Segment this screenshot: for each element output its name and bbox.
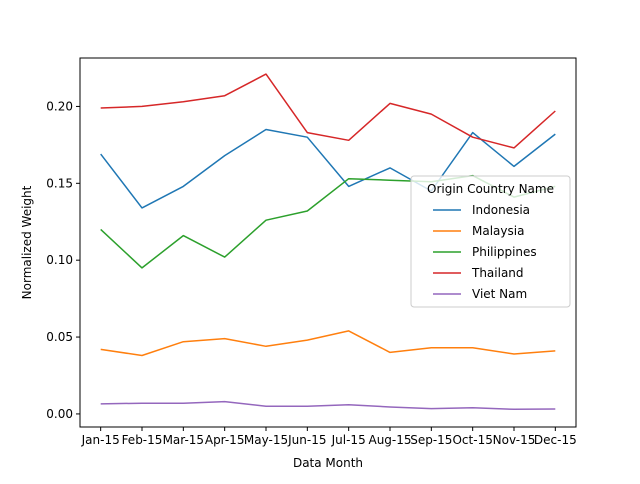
- x-tick-label: Apr-15: [205, 433, 245, 447]
- x-tick-label: Aug-15: [368, 433, 411, 447]
- x-tick-label: Sep-15: [410, 433, 452, 447]
- legend-label: Malaysia: [472, 224, 524, 238]
- series-layer: [100, 73, 556, 411]
- y-axis: 0.00 0.05 0.10 0.15 0.20: [46, 99, 80, 421]
- x-tick-label: Dec-15: [534, 433, 577, 447]
- x-tick-label: Jan-15: [81, 433, 120, 447]
- y-tick-label: 0.15: [46, 176, 73, 190]
- legend-label: Indonesia: [472, 203, 530, 217]
- x-tick-label: Mar-15: [163, 433, 204, 447]
- x-axis: Jan-15 Feb-15 Mar-15 Apr-15 May-15 Jun-15 Jul-…: [81, 427, 577, 447]
- legend-label: Philippines: [472, 245, 537, 259]
- x-tick-label: Feb-15: [122, 433, 163, 447]
- legend-label: Thailand: [471, 266, 524, 280]
- legend: Origin Country Name Indonesia Malaysia Phi…: [410, 175, 571, 308]
- x-tick-label: Jun-15: [287, 433, 326, 447]
- x-tick-label: Jul-15: [331, 433, 366, 447]
- x-axis-label: Data Month: [293, 456, 363, 470]
- legend-box: [410, 175, 571, 308]
- x-tick-label: Oct-15: [452, 433, 492, 447]
- y-axis-label: Normalized Weight: [20, 185, 34, 299]
- y-tick-label: 0.10: [46, 253, 73, 267]
- series-line-malaysia: [100, 330, 556, 357]
- legend-items: Indonesia Malaysia Philippines Thailand Viet…: [433, 203, 537, 301]
- x-tick-label: May-15: [244, 433, 288, 447]
- y-tick-label: 0.00: [46, 407, 73, 421]
- legend-title: Origin Country Name: [427, 182, 554, 196]
- y-tick-label: 0.20: [46, 99, 73, 113]
- y-tick-label: 0.05: [46, 330, 73, 344]
- series-line-thailand: [100, 73, 556, 149]
- series-line-viet-nam: [100, 400, 556, 411]
- legend-label: Viet Nam: [472, 287, 527, 301]
- x-tick-label: Nov-15: [493, 433, 536, 447]
- axes-frame: [79, 57, 577, 428]
